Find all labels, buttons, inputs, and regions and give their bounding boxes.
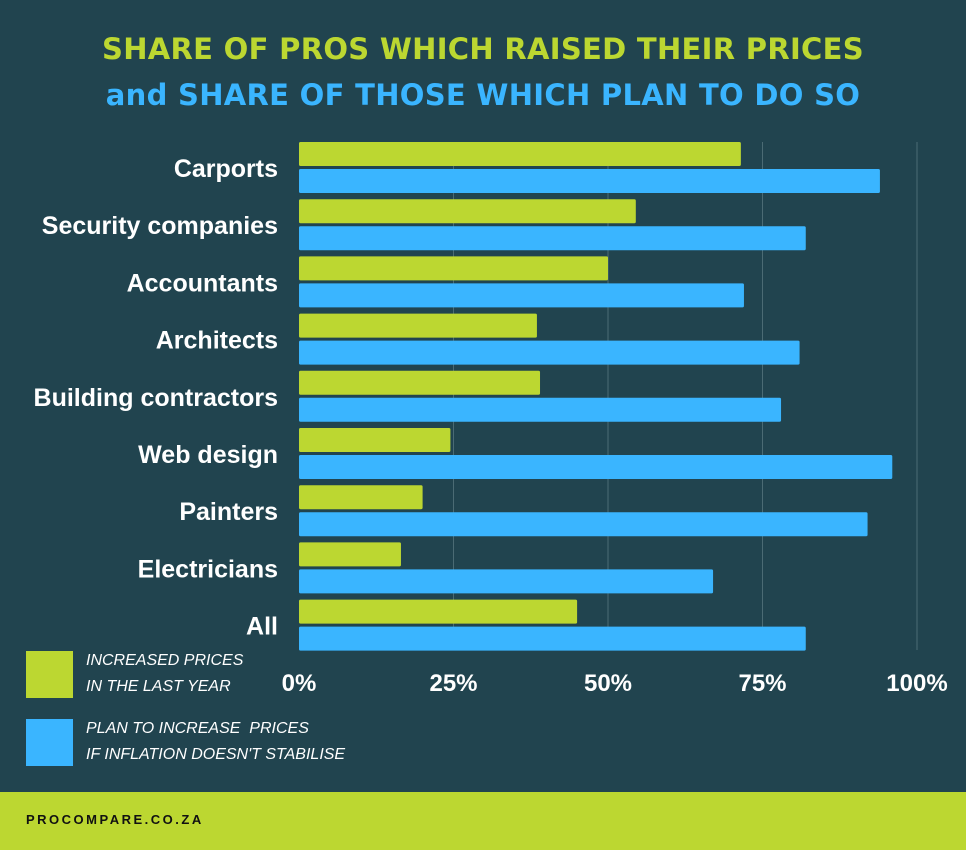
legend-item-increased: INCREASED PRICES IN THE LAST YEAR [26,648,243,700]
x-tick-label: 75% [738,670,786,697]
chart-title: SHARE OF PROS WHICH RAISED THEIR PRICES [102,32,864,66]
bar-plan [299,626,806,651]
bar-chart: 0% 25% 50% 75% 100% Carports Security companie… [34,142,948,697]
x-tick-label: 50% [584,670,632,697]
bar-plan [299,455,893,479]
bar-plan [299,340,800,365]
legend-swatch-green [26,650,73,698]
bar-plan [299,397,782,422]
footer-bar: PROCOMPARE.CO.ZA [0,792,966,850]
category-label: Security companies [42,212,278,240]
legend-label-line: IN THE LAST YEAR [86,678,231,695]
category-label: Carports [174,155,278,183]
bar-plan [299,512,868,537]
bar-plan [299,569,714,594]
x-tick-label: 100% [886,670,947,697]
x-tick-label: 0% [282,670,317,697]
bar-increased [299,599,578,624]
category-label: Web design [138,441,278,469]
bar-plan [299,283,744,308]
legend-label-line: INCREASED PRICES [86,652,244,669]
bar-increased [299,313,537,338]
bar-plan [299,169,880,193]
category-label: Electricians [138,555,278,583]
bar-increased [299,428,451,452]
bar-increased [299,142,741,166]
legend-item-plan: PLAN TO INCREASE PRICES IF INFLATION DOES… [26,716,345,768]
bar-increased [299,485,423,510]
legend-label-line: PLAN TO INCREASE PRICES [86,720,309,737]
category-label: All [246,613,278,641]
brand-label: PROCOMPARE.CO.ZA [26,812,204,827]
category-label: Architects [156,327,278,355]
category-label: Building contractors [34,384,278,412]
legend-swatch-blue [26,718,73,766]
chart-subtitle: and SHARE OF THOSE WHICH PLAN TO DO SO [105,78,861,112]
bar-plan [299,226,806,251]
bar-increased [299,542,401,567]
x-tick-label: 25% [429,670,477,697]
bar-increased [299,256,608,281]
bar-increased [299,199,636,224]
legend-label-line: IF INFLATION DOESN'T STABILISE [86,746,346,763]
bar-increased [299,370,541,395]
category-label: Painters [179,498,278,526]
category-label: Accountants [127,269,278,297]
